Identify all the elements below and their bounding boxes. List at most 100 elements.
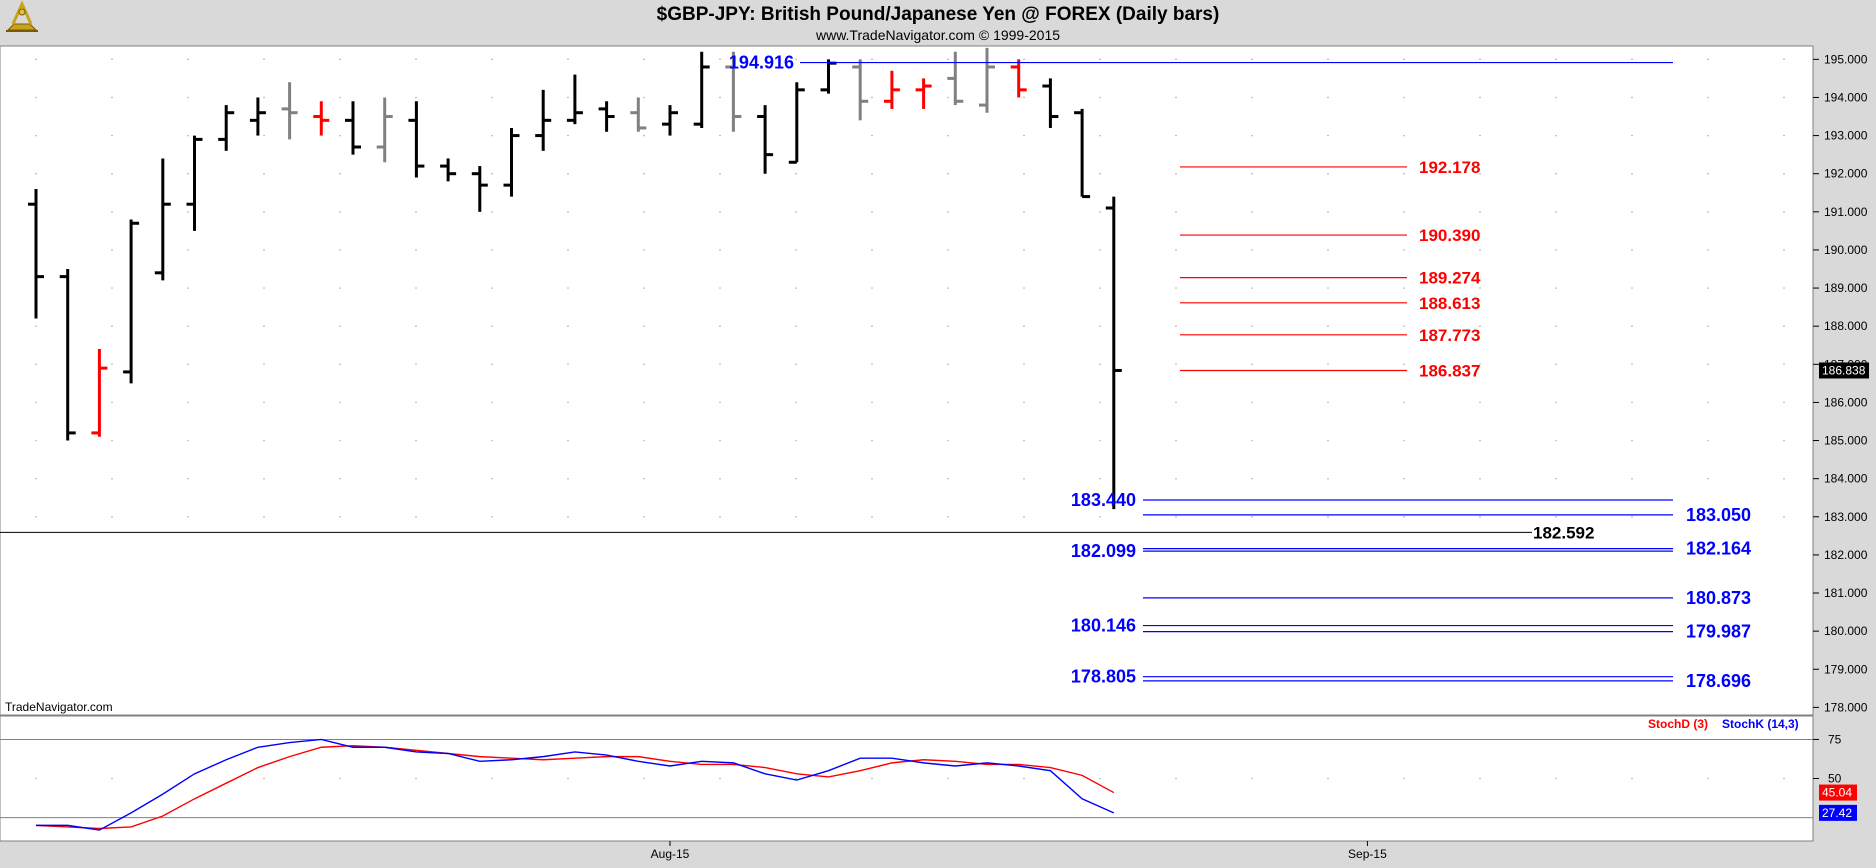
ohlc-bar [186, 135, 203, 231]
grid-dot [1099, 58, 1101, 61]
price-tick-label: 184.000 [1824, 472, 1868, 486]
grid-dot [491, 96, 493, 99]
grid-dot [1707, 401, 1709, 404]
ohlc-bar [59, 269, 76, 441]
grid-dot [339, 172, 341, 175]
grid-dot [1023, 401, 1025, 404]
price-axis: 195.000 194.000 193.000 192.000 191.000 190.0… [1813, 52, 1869, 714]
ohlc-bar [281, 82, 298, 140]
grid-dot [1631, 439, 1633, 442]
grid-dot [1023, 249, 1025, 251]
price-tick-label: 193.000 [1824, 129, 1868, 143]
fib-label-blue: 183.050 [1686, 505, 1751, 525]
grid-dot [1175, 134, 1177, 137]
grid-dot [1783, 439, 1785, 442]
grid-dot [795, 477, 797, 480]
price-tick-label: 192.000 [1824, 167, 1868, 181]
fib-label-blue: 179.987 [1686, 622, 1751, 642]
current-price-badge [1819, 362, 1869, 379]
grid-dot [263, 249, 265, 251]
grid-dot [1023, 777, 1025, 780]
grid-dot [415, 401, 417, 404]
grid-dot [871, 249, 873, 251]
grid-dot [263, 777, 265, 780]
grid-dot [1099, 211, 1101, 213]
grid-dot [263, 58, 265, 61]
grid-dot [1631, 401, 1633, 404]
grid-dot [1631, 58, 1633, 61]
price-tick-label: 194.000 [1824, 90, 1868, 104]
grid-dot [1327, 325, 1329, 327]
grid-dot [719, 777, 721, 780]
grid-dot [1707, 58, 1709, 61]
grid-dot [339, 777, 341, 780]
grid-dot [871, 777, 873, 780]
grid-dot [1555, 477, 1557, 480]
grid-dot [1251, 477, 1253, 480]
grid-dot [1479, 287, 1481, 289]
stochastic-tick-label: 75 [1828, 732, 1842, 746]
grid-dot [1555, 211, 1557, 213]
grid-dot [35, 363, 37, 366]
grid-dot [795, 325, 797, 327]
grid-dot [947, 401, 949, 404]
grid-dot [1403, 401, 1405, 404]
grid-dot [1555, 325, 1557, 327]
grid-dot [339, 211, 341, 213]
grid-dot [1479, 249, 1481, 251]
grid-dot [1251, 325, 1253, 327]
grid-dot [1479, 777, 1481, 780]
grid-dot [1327, 777, 1329, 780]
grid-dot [1403, 96, 1405, 99]
stochd-legend: StochD (3) [1648, 717, 1708, 731]
fib-label-blue: 178.696 [1686, 671, 1751, 691]
grid-dot [1251, 58, 1253, 61]
grid-dot [643, 515, 645, 518]
grid-dot [1479, 363, 1481, 366]
grid-dot [415, 363, 417, 366]
grid-dot [491, 363, 493, 366]
grid-dot [111, 777, 113, 780]
grid-dot [1631, 287, 1633, 289]
current-price-label: 186.838 [1822, 363, 1866, 377]
grid-dot [1327, 134, 1329, 137]
grid-dot [187, 249, 189, 251]
grid-dot [1479, 515, 1481, 518]
grid-dot [1023, 134, 1025, 137]
grid-dot [263, 363, 265, 366]
grid-dot [1099, 96, 1101, 99]
grid-dot [1403, 134, 1405, 137]
stochk-value-badge [1819, 804, 1857, 821]
grid-dot [1555, 249, 1557, 251]
grid-dot [1555, 172, 1557, 175]
grid-dot [339, 515, 341, 518]
grid-dot [1403, 325, 1405, 327]
grid-dot [187, 211, 189, 213]
grid-dot [1783, 172, 1785, 175]
grid-dot [1555, 401, 1557, 404]
ohlc-bar [408, 101, 425, 178]
grid-dot [1327, 515, 1329, 518]
grid-dot [567, 96, 569, 99]
grid-dot [795, 172, 797, 175]
grid-dot [1251, 363, 1253, 366]
grid-dot [567, 477, 569, 480]
grid-dot [871, 96, 873, 99]
grid-dot [1707, 211, 1709, 213]
grid-dot [1555, 96, 1557, 99]
grid-dot [1631, 172, 1633, 175]
grid-dot [491, 287, 493, 289]
fib-label-red: 187.773 [1419, 326, 1480, 345]
grid-dot [871, 211, 873, 213]
grid-dot [111, 211, 113, 213]
grid-dot [111, 363, 113, 366]
stochastic-panel [0, 715, 1814, 842]
grid-dot [339, 325, 341, 327]
ohlc-bar [123, 219, 140, 384]
grid-dot [1175, 777, 1177, 780]
stochd-value-label: 45.04 [1822, 786, 1852, 800]
grid-dot [643, 249, 645, 251]
grid-dot [1175, 58, 1177, 61]
grid-dot [187, 172, 189, 175]
grid-dot [111, 515, 113, 518]
